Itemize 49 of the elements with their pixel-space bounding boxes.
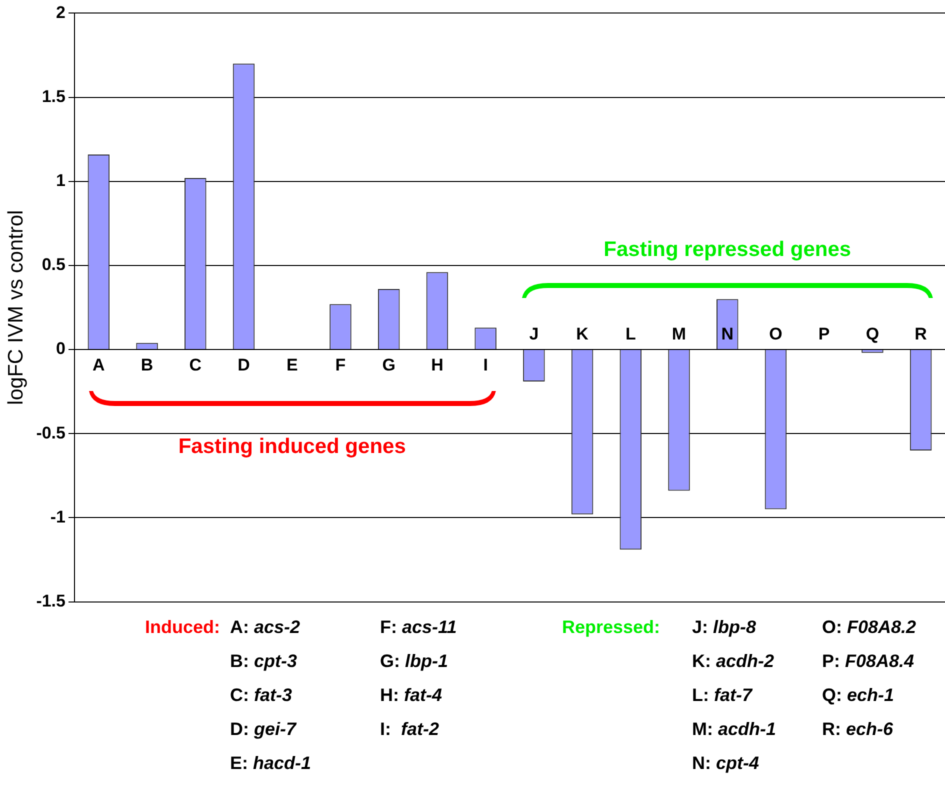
x-tick-label: Q xyxy=(866,324,880,344)
annotation: Fasting repressed genes xyxy=(602,238,852,262)
x-tick-label: R xyxy=(914,324,927,344)
text: O: F08A8.2 xyxy=(822,617,916,637)
text: F: acs-11 xyxy=(380,617,457,637)
x-tick-label: A xyxy=(92,356,105,375)
y-tick-label: 0.5 xyxy=(42,255,66,274)
text: E: hacd-1 xyxy=(230,753,312,773)
x-tick-label: I xyxy=(483,356,488,375)
x-tick-label: E xyxy=(286,356,298,375)
x-tick-label: G xyxy=(382,356,396,375)
text: H: fat-4 xyxy=(380,685,442,705)
text: N: cpt-4 xyxy=(692,753,760,773)
x-tick-label: F xyxy=(335,356,346,375)
y-tick-label: 0 xyxy=(56,339,66,358)
text: Repressed: xyxy=(562,617,660,638)
y-tick-label: -0.5 xyxy=(36,423,66,442)
text: A: acs-2 xyxy=(230,617,300,637)
text: C: fat-3 xyxy=(230,685,292,705)
y-tick-label: 1 xyxy=(56,171,66,190)
x-tick-label: H xyxy=(431,356,444,375)
x-tick-label: N xyxy=(721,324,734,344)
x-tick-label: D xyxy=(238,356,250,375)
x-tick-label: O xyxy=(769,324,782,344)
y-tick-label: -1 xyxy=(50,507,66,526)
x-tick-label: M xyxy=(672,324,686,344)
text: D: gei-7 xyxy=(230,719,296,739)
y-tick-label: 2 xyxy=(56,2,66,22)
annotation: Fasting induced genes xyxy=(177,435,407,460)
x-tick-label: C xyxy=(189,356,202,375)
text: G: lbp-1 xyxy=(380,651,448,671)
x-tick-label: K xyxy=(576,324,590,344)
y-tick-label: -1.5 xyxy=(36,591,66,610)
text: P: F08A8.4 xyxy=(822,651,914,671)
x-tick-label: J xyxy=(529,324,539,344)
text: Q: ech-1 xyxy=(822,685,894,705)
y-axis-title: logFC IVM vs control xyxy=(4,210,28,405)
text: L: fat-7 xyxy=(692,685,752,705)
text: I: fat-2 xyxy=(380,719,440,739)
text: K: acdh-2 xyxy=(692,651,774,671)
text: J: lbp-8 xyxy=(692,617,756,637)
y-tick-label: 1.5 xyxy=(42,86,66,106)
x-tick-label: P xyxy=(818,324,830,344)
text: Induced: xyxy=(145,617,220,638)
text: R: ech-6 xyxy=(822,719,894,739)
text: B: cpt-3 xyxy=(230,651,298,671)
text: M: acdh-1 xyxy=(692,719,776,739)
x-tick-label: L xyxy=(625,324,636,344)
x-tick-label: B xyxy=(140,356,154,375)
